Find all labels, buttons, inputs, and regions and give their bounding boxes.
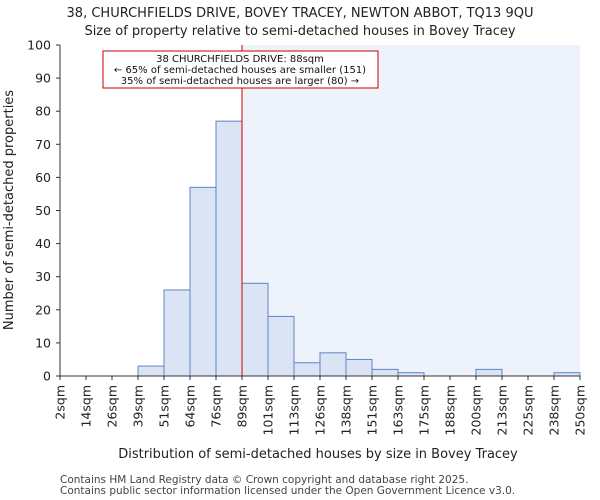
x-tick-label-200sqm: 200sqm [469,385,484,435]
x-axis-label: Distribution of semi-detached houses by … [118,447,518,462]
y-tick-label-30: 30 [35,269,51,284]
x-tick-label-138sqm: 138sqm [339,385,354,435]
bar-151sqm [371,368,399,377]
bar-89sqm [241,282,269,377]
x-tick-label-2sqm: 2sqm [53,385,68,420]
bar-64sqm [189,186,217,377]
above-property-region [242,45,580,376]
annotation-line-1: 38 CHURCHFIELDS DRIVE: 88sqm [156,54,324,65]
annotation-frame [102,50,379,89]
annotation-line-2: ← 65% of semi-detached houses are smalle… [114,65,366,76]
bar-101sqm [267,315,295,377]
x-tick-label-101sqm: 101sqm [261,385,276,435]
x-tick-label-175sqm: 175sqm [417,385,432,435]
bar-200sqm [475,368,503,377]
x-tick-label-14sqm: 14sqm [79,385,94,428]
x-tick-label-225sqm: 225sqm [521,385,536,435]
y-tick-label-50: 50 [35,203,51,218]
bar-39sqm [137,365,165,377]
chart-subtitle: Size of property relative to semi-detach… [84,24,515,39]
bar-138sqm [345,358,373,377]
x-tick-label-151sqm: 151sqm [365,385,380,435]
x-tick-label-238sqm: 238sqm [547,385,562,435]
bar-126sqm [319,352,347,377]
x-tick-label-188sqm: 188sqm [443,385,458,435]
bars-group [137,120,581,377]
y-tick-label-100: 100 [27,38,51,53]
x-tick-label-26sqm: 26sqm [105,385,120,428]
y-tick-label-60: 60 [35,170,51,185]
x-tick-label-126sqm: 126sqm [313,385,328,435]
x-axis: 2sqm 14sqm 26sqm 39sqm 51sqm 64sqm 76sqm 89sqm 1… [53,375,588,435]
y-tick-label-0: 0 [43,369,51,384]
x-tick-label-64sqm: 64sqm [183,385,198,428]
y-tick-label-70: 70 [35,137,51,152]
x-tick-label-250sqm: 250sqm [573,385,588,435]
bar-76sqm [215,120,243,377]
chart-title: 38, CHURCHFIELDS DRIVE, BOVEY TRACEY, NE… [67,6,534,21]
x-tick-label-163sqm: 163sqm [391,385,406,435]
x-tick-label-213sqm: 213sqm [495,385,510,435]
y-axis: 0 10 20 30 40 50 60 70 80 90 100 [27,38,61,384]
y-axis-label: Number of semi-detached properties [2,90,17,330]
footer-line-2: Contains public sector information licen… [60,485,515,497]
annotation-box: 38 CHURCHFIELDS DRIVE: 88sqm ← 65% of se… [102,50,379,89]
bar-113sqm [293,362,321,377]
y-tick-label-90: 90 [35,71,51,86]
y-tick-label-80: 80 [35,104,51,119]
bar-51sqm [163,289,191,377]
x-tick-label-39sqm: 39sqm [131,385,146,428]
footer-line-1: Contains HM Land Registry data © Crown c… [60,474,468,486]
annotation-line-3: 35% of semi-detached houses are larger (… [121,76,359,87]
x-tick-label-113sqm: 113sqm [287,385,302,435]
x-tick-label-76sqm: 76sqm [209,385,224,428]
x-tick-label-51sqm: 51sqm [157,385,172,428]
y-tick-label-40: 40 [35,236,51,251]
y-tick-label-10: 10 [35,335,51,350]
x-tick-label-89sqm: 89sqm [235,385,250,428]
y-tick-label-20: 20 [35,302,51,317]
